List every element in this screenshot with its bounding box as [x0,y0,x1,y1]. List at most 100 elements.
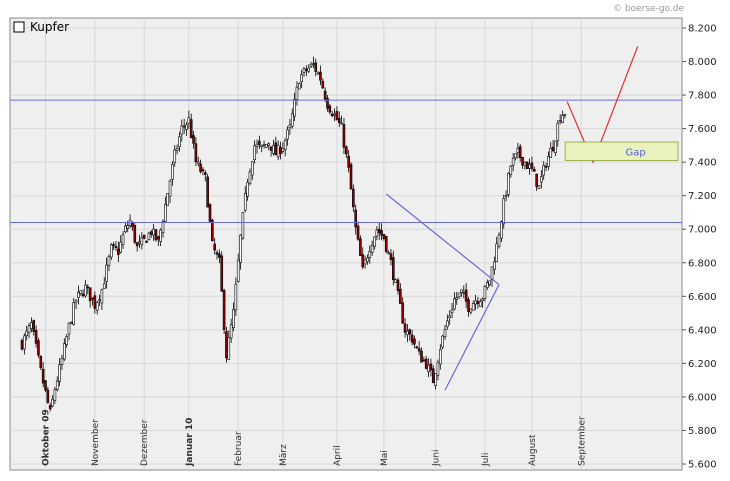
candle [396,277,400,295]
candle [469,308,473,315]
candle [370,240,374,256]
candle [410,329,414,346]
y-axis: 5.600 5.800 6.000 6.200 6.400 6.600 6.800 7.000… [682,24,717,471]
candle [180,119,184,142]
candle [102,277,106,289]
candle [297,82,301,90]
candle [455,291,459,305]
candle [20,338,24,351]
x-tick-label: Juni [432,449,442,467]
candle [389,249,393,266]
candle [406,324,409,343]
candle [328,103,332,115]
candle [558,114,562,125]
candle [222,288,226,334]
x-tick-label: Januar 10 [185,418,195,467]
candle [438,344,442,370]
candle [377,222,381,240]
candle [164,196,167,223]
candle [84,279,87,298]
candle [476,296,480,309]
candle [326,95,329,112]
candle [135,242,139,252]
candle [316,71,320,75]
candle [504,190,508,202]
candle [422,356,426,362]
candle [178,131,181,152]
candle [356,221,360,241]
candle [521,157,524,169]
candle [382,234,386,241]
candle [239,234,242,270]
candle [243,186,247,213]
candle [117,241,120,263]
candle [321,78,325,89]
candle [279,141,282,160]
legend: Kupfer [13,20,69,34]
candle [182,118,186,134]
candle [366,254,369,265]
candle [431,365,435,384]
candle [502,194,506,229]
candle [283,138,287,157]
x-tick-label: Februar [234,431,244,466]
x-tick-label: Dezember [140,419,150,466]
chart-annotations: Gap [10,46,682,391]
candle [227,330,231,361]
candle [478,298,482,307]
candle [185,122,188,137]
candle [258,135,261,149]
candle [544,162,548,172]
y-tick-label: 6.600 [688,292,717,303]
candle [537,184,541,189]
y-tick-label: 7.800 [688,91,717,102]
candle [145,240,148,243]
candle [44,380,47,393]
candle [518,143,522,162]
candle [253,140,256,164]
candle [67,322,71,341]
y-tick-label: 7.600 [688,124,717,135]
candle [349,161,353,190]
candle [483,284,487,302]
candle [147,231,151,241]
candle [168,179,172,204]
candle [408,328,412,341]
candle [493,256,496,275]
candle [535,173,538,191]
candle [154,229,158,242]
candle [540,169,543,189]
candle [255,139,259,154]
candle [46,386,50,404]
candle [220,251,224,292]
candle [187,110,191,130]
candle [335,106,339,121]
candle [53,386,57,404]
candle [58,358,61,387]
candle [403,318,407,338]
candle [105,257,108,289]
candle [215,250,219,260]
candle [34,325,38,348]
copyright-text: © boerse-go.de [613,4,684,14]
candle [446,314,449,330]
candle [340,115,343,125]
candle [344,145,348,158]
y-tick-label: 7.400 [688,158,717,169]
candle [152,223,155,241]
candle [556,120,560,147]
gap-zone [564,141,679,161]
candle [112,241,115,251]
candle [37,337,40,358]
candle [441,334,444,350]
candle [448,310,452,325]
candle [462,285,466,299]
candle [234,277,238,316]
x-tick-label: Juli [481,453,491,467]
candle [319,65,322,86]
candle [201,167,205,176]
candle [295,81,299,106]
candle [288,119,292,136]
candle [166,193,169,206]
